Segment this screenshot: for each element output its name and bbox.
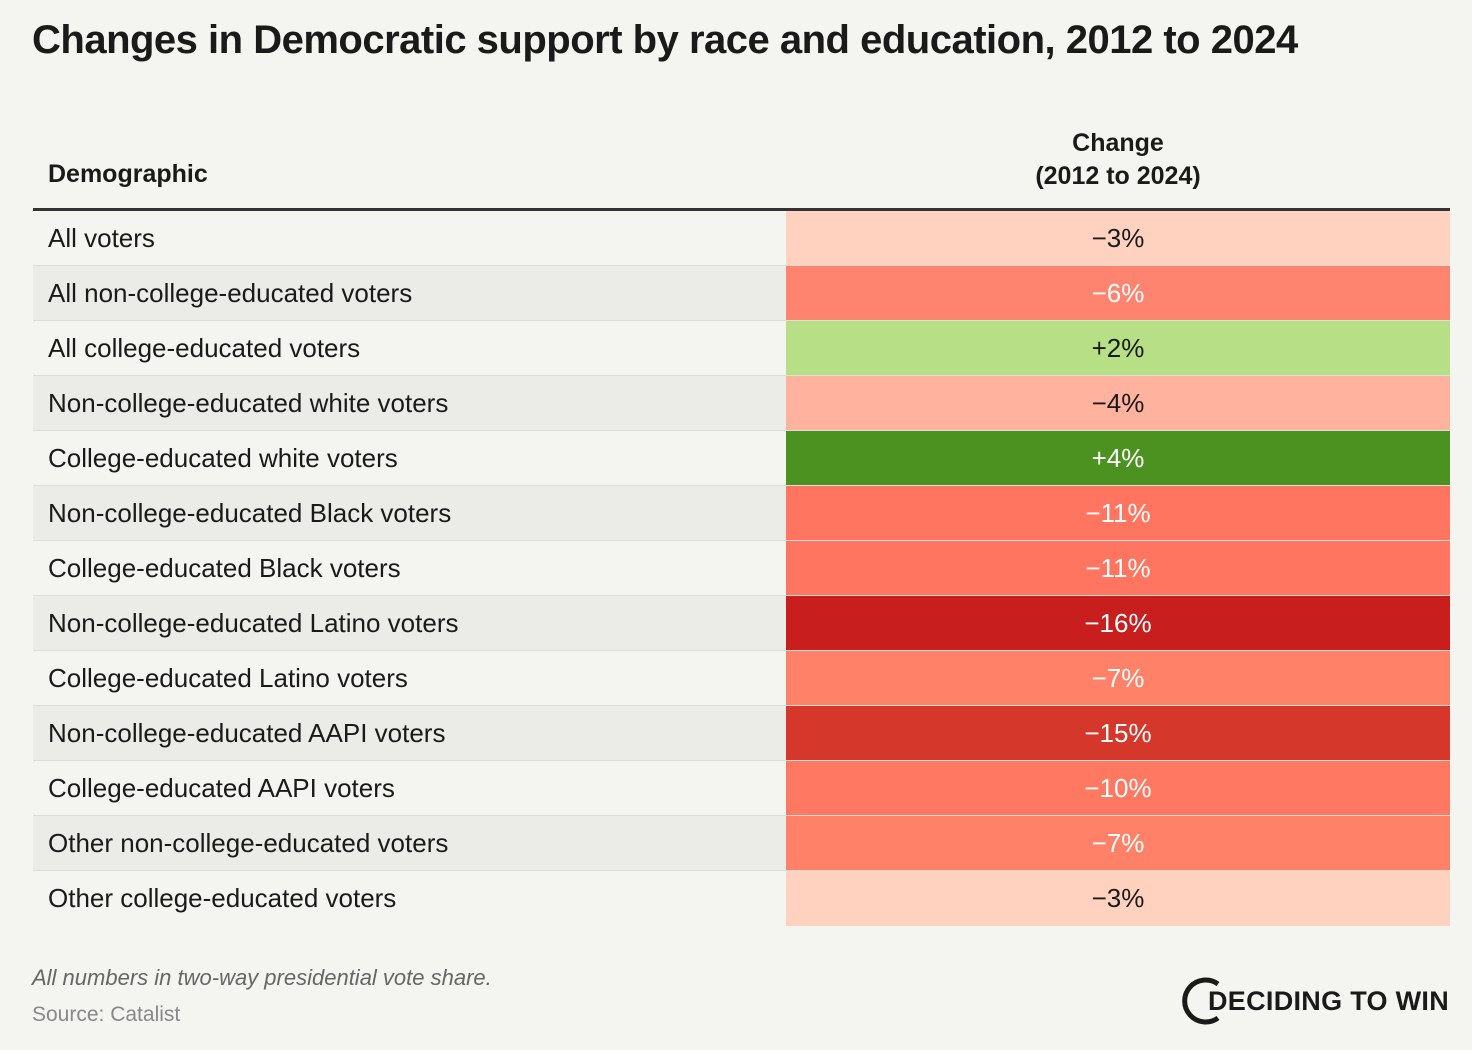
row-label: Other non-college-educated voters bbox=[33, 816, 786, 870]
source-note: Source: Catalist bbox=[32, 1003, 181, 1026]
row-label: College-educated white voters bbox=[48, 443, 398, 473]
table-row: Other college-educated voters −3% bbox=[33, 871, 1450, 926]
table-row: Non-college-educated AAPI voters −15% bbox=[33, 706, 1450, 761]
logo-text: DECIDING TO WIN bbox=[1208, 985, 1450, 1016]
header-rule bbox=[33, 208, 1450, 211]
change-cell: +4% bbox=[786, 431, 1450, 485]
table-row: College-educated AAPI voters −10% bbox=[33, 761, 1450, 816]
row-label: Non-college-educated Latino voters bbox=[33, 596, 786, 650]
column-header-change-line2: (2012 to 2024) bbox=[1035, 162, 1201, 190]
chart-title: Changes in Democratic support by race an… bbox=[32, 18, 1298, 62]
change-cell: −7% bbox=[786, 816, 1450, 870]
change-cell: −3% bbox=[786, 211, 1450, 265]
column-header-demographic: Demographic bbox=[48, 160, 208, 188]
change-cell: −11% bbox=[786, 486, 1450, 540]
table-row: Other non-college-educated voters −7% bbox=[33, 816, 1450, 871]
row-label: Non-college-educated AAPI voters bbox=[33, 706, 786, 760]
row-label: College-educated Latino voters bbox=[48, 663, 408, 693]
row-label: All voters bbox=[48, 223, 155, 253]
row-label: College-educated Black voters bbox=[48, 553, 401, 583]
column-header-change-line1: Change bbox=[1072, 129, 1164, 157]
change-cell: +2% bbox=[786, 321, 1450, 375]
table-row: Non-college-educated Latino voters −16% bbox=[33, 596, 1450, 651]
change-cell: −6% bbox=[786, 266, 1450, 320]
change-cell: −3% bbox=[786, 871, 1450, 926]
deciding-to-win-logo: DECIDING TO WIN bbox=[1180, 976, 1449, 1026]
column-header-change: Change (2012 to 2024) bbox=[786, 127, 1450, 193]
table-row: All non-college-educated voters −6% bbox=[33, 266, 1450, 321]
change-cell: −11% bbox=[786, 541, 1450, 595]
logo-circle-icon bbox=[1182, 977, 1220, 1025]
table-row: College-educated white voters +4% bbox=[33, 431, 1450, 486]
change-cell: −10% bbox=[786, 761, 1450, 815]
footnote: All numbers in two-way presidential vote… bbox=[32, 965, 492, 990]
table-row: All voters −3% bbox=[33, 211, 1450, 266]
row-label: College-educated AAPI voters bbox=[48, 773, 395, 803]
row-label: Non-college-educated Black voters bbox=[33, 486, 786, 540]
row-label: Non-college-educated white voters bbox=[33, 376, 786, 430]
change-cell: −16% bbox=[786, 596, 1450, 650]
change-cell: −4% bbox=[786, 376, 1450, 430]
table-row: All college-educated voters +2% bbox=[33, 321, 1450, 376]
change-cell: −7% bbox=[786, 651, 1450, 705]
table-row: Non-college-educated Black voters −11% bbox=[33, 486, 1450, 541]
row-label: All non-college-educated voters bbox=[33, 266, 786, 320]
table-row: College-educated Black voters −11% bbox=[33, 541, 1450, 596]
table-row: College-educated Latino voters −7% bbox=[33, 651, 1450, 706]
table-body: All voters −3% All non-college-educated vo… bbox=[33, 211, 1450, 926]
row-label: Other college-educated voters bbox=[48, 883, 397, 913]
table-row: Non-college-educated white voters −4% bbox=[33, 376, 1450, 431]
change-cell: −15% bbox=[786, 706, 1450, 760]
row-label: All college-educated voters bbox=[48, 333, 361, 363]
